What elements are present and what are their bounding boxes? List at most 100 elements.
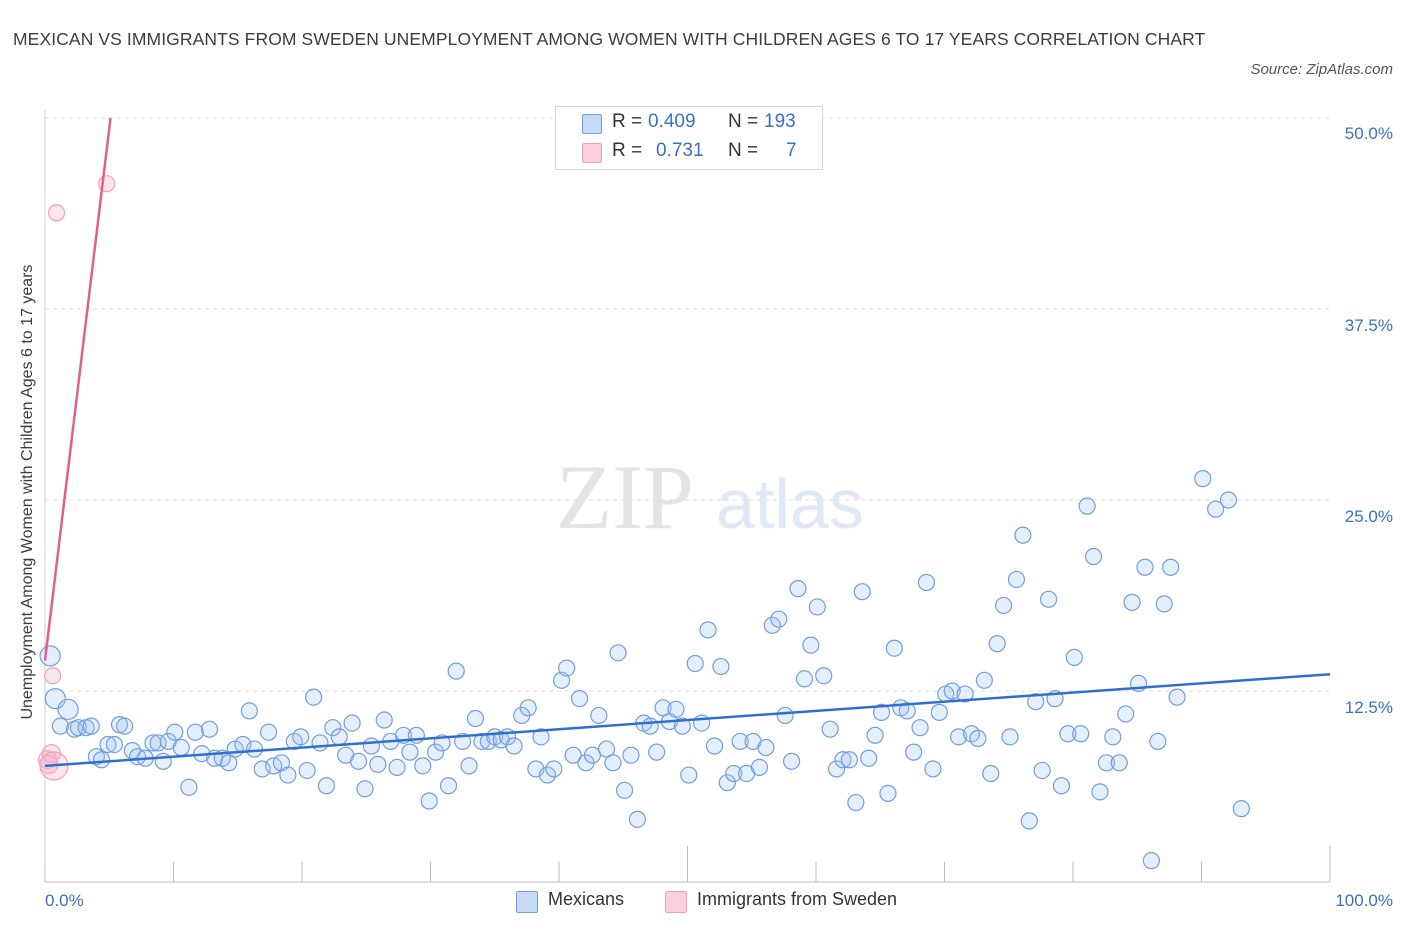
point-mexicans-38 (279, 766, 297, 784)
y-tick-50: 50.0% (1344, 124, 1393, 143)
point-mexicans-45 (324, 719, 342, 737)
point-mexicans-92 (628, 810, 646, 828)
point-mexicans-10 (99, 735, 117, 754)
point-mexicans-115 (776, 706, 794, 725)
point-mexicans-83 (570, 690, 589, 708)
sweden-points (37, 175, 116, 781)
legend-r-label: R = (612, 111, 643, 132)
point-mexicans-154 (1027, 693, 1045, 711)
legend-n-value-sweden: 7 (786, 140, 797, 161)
point-mexicans-119 (802, 636, 820, 654)
point-mexicans-164 (1091, 783, 1109, 801)
trend-lines (43, 117, 1331, 768)
legend-r-value-sweden: 0.731 (656, 140, 704, 161)
point-mexicans-162 (1078, 497, 1096, 515)
point-mexicans-172 (1142, 852, 1160, 870)
point-mexicans-99 (673, 717, 691, 735)
legend-swatch-sweden (582, 143, 602, 163)
point-mexicans-64 (447, 662, 465, 680)
point-mexicans-41 (298, 761, 316, 780)
point-mexicans-86 (590, 706, 608, 725)
point-mexicans-152 (1014, 526, 1032, 544)
point-mexicans-160 (1065, 648, 1083, 666)
point-mexicans-159 (1059, 725, 1077, 743)
point-sweden-5 (47, 204, 66, 222)
point-mexicans-60 (420, 792, 438, 810)
point-mexicans-53 (375, 711, 393, 729)
point-mexicans-23 (180, 778, 198, 796)
point-mexicans-165 (1097, 754, 1116, 772)
point-mexicans-132 (885, 639, 903, 657)
point-mexicans-174 (1155, 595, 1173, 613)
series-swatch-sweden (665, 891, 687, 913)
point-mexicans-135 (905, 743, 923, 761)
point-mexicans-35 (259, 723, 278, 741)
point-mexicans-107 (725, 764, 743, 783)
point-mexicans-143 (956, 685, 974, 703)
point-mexicans-81 (558, 659, 576, 677)
point-mexicans-103 (699, 621, 717, 639)
point-mexicans-29 (220, 754, 238, 772)
point-mexicans-130 (872, 703, 891, 721)
point-mexicans-24 (186, 723, 204, 741)
point-mexicans-149 (995, 596, 1013, 615)
point-mexicans-87 (597, 740, 616, 758)
point-mexicans-78 (538, 766, 557, 784)
point-mexicans-116 (782, 752, 801, 770)
point-mexicans-21 (166, 723, 184, 741)
point-mexicans-48 (343, 714, 361, 732)
point-mexicans-105 (712, 657, 730, 676)
point-mexicans-155 (1033, 761, 1051, 780)
point-mexicans-146 (975, 671, 993, 689)
point-mexicans-55 (388, 758, 406, 777)
watermark: ZIP atlas (556, 446, 864, 548)
point-mexicans-3 (57, 698, 79, 720)
point-sweden-3 (44, 667, 62, 685)
point-mexicans-90 (615, 781, 634, 799)
point-mexicans-88 (604, 754, 622, 772)
point-mexicans-63 (439, 777, 458, 795)
point-mexicans-180 (1232, 800, 1250, 818)
point-mexicans-158 (1052, 777, 1071, 795)
correlation-legend: R = 0.409 N = 193 R = 0.731 N = 7 (555, 106, 823, 170)
legend-swatch-mexicans (582, 114, 602, 134)
point-mexicans-101 (686, 654, 704, 673)
trend-line-sweden (43, 117, 112, 661)
watermark-atlas: atlas (716, 465, 864, 543)
point-mexicans-7 (82, 717, 100, 735)
point-mexicans-139 (930, 703, 948, 721)
point-mexicans-9 (92, 751, 111, 769)
legend-r-label: R = (612, 140, 643, 161)
point-mexicans-100 (680, 766, 698, 784)
point-mexicans-52 (369, 755, 387, 773)
point-mexicans-44 (317, 777, 336, 795)
point-mexicans-68 (473, 732, 491, 751)
point-mexicans-150 (1001, 728, 1019, 746)
point-mexicans-2 (51, 717, 70, 735)
point-mexicans-137 (917, 573, 936, 592)
point-mexicans-179 (1219, 491, 1238, 509)
point-mexicans-128 (860, 749, 878, 767)
point-mexicans-89 (609, 644, 627, 662)
point-mexicans-19 (154, 752, 172, 770)
point-mexicans-96 (654, 699, 672, 717)
point-mexicans-51 (362, 737, 380, 755)
point-mexicans-127 (853, 583, 871, 601)
point-mexicans-61 (427, 743, 445, 761)
point-mexicans-123 (827, 760, 846, 778)
x-tick-0: 0.0% (45, 891, 84, 910)
point-mexicans-91 (622, 746, 640, 764)
legend-r-value-mexicans: 0.409 (648, 111, 696, 132)
point-mexicans-125 (840, 751, 859, 769)
point-mexicans-75 (519, 699, 537, 717)
point-mexicans-118 (795, 670, 814, 688)
x-tick-100: 100.0% (1335, 891, 1393, 910)
point-mexicans-113 (763, 616, 781, 634)
point-mexicans-122 (821, 720, 839, 738)
point-mexicans-129 (866, 726, 884, 744)
point-mexicans-168 (1117, 705, 1135, 723)
point-mexicans-26 (200, 720, 219, 738)
legend-n-label: N = (728, 111, 759, 132)
point-mexicans-147 (982, 764, 1000, 783)
